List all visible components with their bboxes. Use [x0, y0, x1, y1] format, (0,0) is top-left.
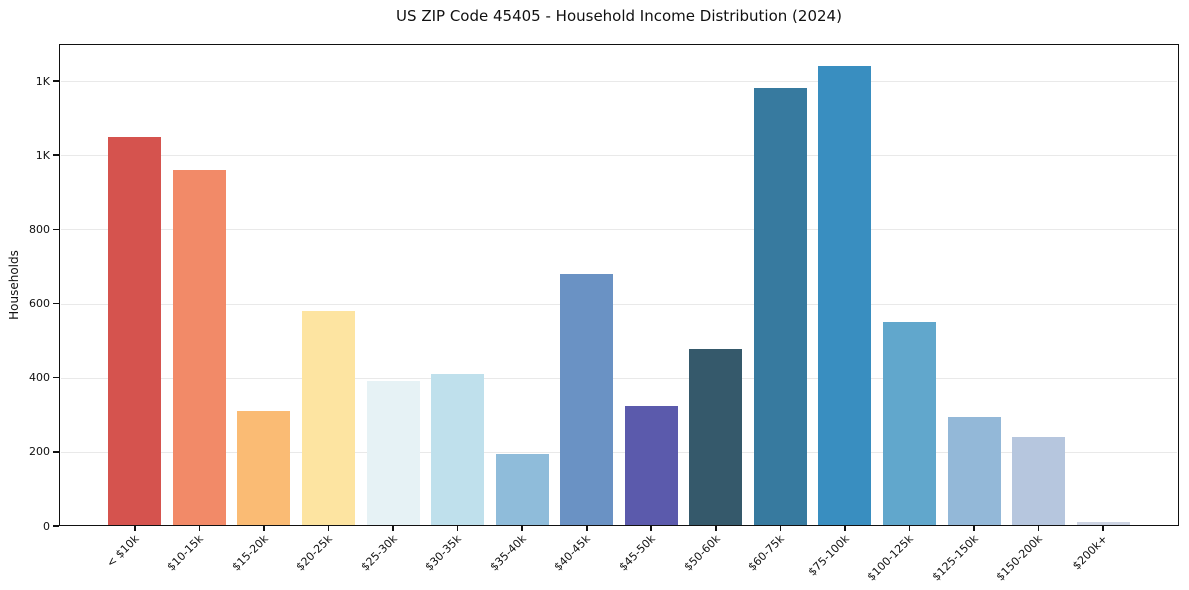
bar-$45-50k — [624, 405, 678, 526]
x-tick-mark — [198, 526, 201, 531]
bar-$35-40k — [495, 453, 549, 526]
x-tick-mark — [844, 526, 846, 531]
x-tick-label: $45-50k — [616, 532, 658, 574]
bar-$125-150k — [947, 417, 1001, 526]
plot-area — [59, 44, 1179, 526]
x-tick-mark — [973, 526, 975, 531]
x-tick-label: $150-200k — [993, 532, 1046, 584]
bar-$20-25k — [301, 310, 355, 526]
x-tick-label: < $10k — [103, 532, 142, 570]
x-tick-label: $10-15k — [164, 532, 206, 574]
chart-title: US ZIP Code 45405 - Household Income Dis… — [396, 7, 842, 25]
y-tick-label: 600 — [29, 297, 50, 311]
y-tick-mark — [53, 302, 59, 305]
y-tick-mark — [53, 80, 59, 82]
x-tick-label: $20-25k — [293, 532, 335, 574]
x-tick-mark — [1037, 526, 1040, 531]
bar-$25-30k — [366, 381, 420, 526]
bar-$60-75k — [753, 88, 807, 526]
x-tick-label: $35-40k — [487, 532, 529, 574]
y-tick-mark — [53, 228, 59, 231]
bar-$10-15k — [172, 170, 226, 526]
bar-< $10k — [108, 136, 162, 526]
y-tick-mark — [53, 451, 59, 453]
x-tick-mark — [779, 526, 782, 531]
y-tick-label: 1K — [35, 148, 50, 162]
y-tick-mark — [53, 525, 59, 527]
y-tick-label: 0 — [43, 519, 50, 533]
gridline — [61, 155, 1177, 157]
x-tick-label: $15-20k — [229, 532, 271, 574]
x-tick-label: $75-100k — [805, 532, 852, 579]
x-tick-mark — [263, 526, 265, 531]
x-tick-label: $100-125k — [864, 532, 917, 584]
x-tick-label: $60-75k — [745, 532, 787, 574]
x-tick-label: $200k+ — [1069, 532, 1110, 573]
gridline — [61, 81, 1177, 83]
x-tick-label: $50-60k — [681, 532, 723, 574]
bar-$200k+ — [1076, 522, 1130, 526]
y-tick-label: 200 — [29, 445, 50, 459]
bar-$75-100k — [818, 66, 872, 526]
x-tick-label: $40-45k — [551, 532, 594, 574]
y-tick-mark — [53, 376, 59, 379]
bar-$40-45k — [560, 273, 614, 526]
x-tick-mark — [715, 526, 717, 531]
x-tick-label: $25-30k — [358, 532, 400, 574]
bar-$15-20k — [237, 411, 291, 526]
x-tick-mark — [650, 526, 653, 531]
x-tick-mark — [456, 526, 459, 531]
y-tick-label: 1K — [35, 74, 50, 88]
bar-$50-60k — [689, 349, 743, 526]
bar-$30-35k — [431, 373, 485, 526]
y-tick-mark — [53, 154, 59, 157]
x-tick-mark — [521, 526, 523, 531]
gridline — [61, 303, 1177, 305]
x-tick-mark — [327, 526, 330, 531]
x-tick-label: $30-35k — [422, 532, 465, 574]
y-tick-label: 800 — [29, 222, 50, 236]
x-tick-label: $125-150k — [929, 532, 981, 584]
gridline — [61, 377, 1177, 379]
bar-$150-200k — [1012, 437, 1066, 526]
x-tick-mark — [1102, 526, 1104, 531]
x-tick-mark — [908, 526, 911, 531]
bar-$100-125k — [883, 322, 937, 526]
y-tick-label: 400 — [29, 371, 50, 385]
x-tick-mark — [134, 526, 136, 531]
gridline — [61, 451, 1177, 453]
x-tick-mark — [392, 526, 394, 531]
x-tick-mark — [585, 526, 588, 531]
gridline — [61, 229, 1177, 231]
